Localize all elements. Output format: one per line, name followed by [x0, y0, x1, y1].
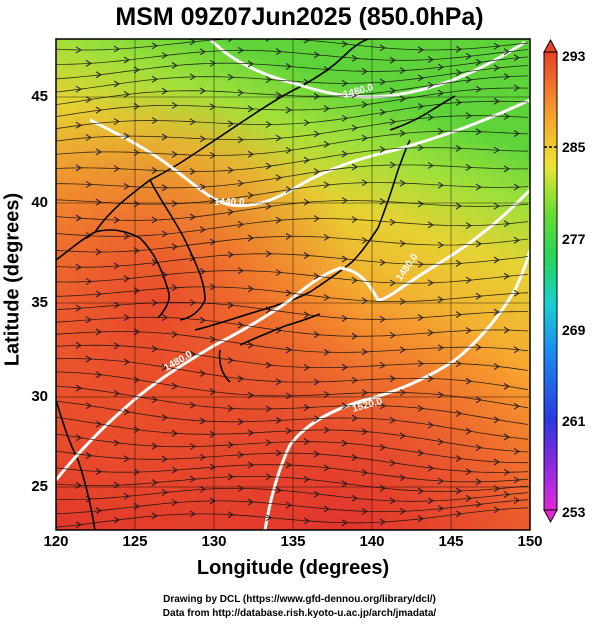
x-tick-label: 120	[43, 533, 69, 550]
x-tick-label: 125	[122, 533, 148, 550]
colorbar-tick-label: 285	[562, 139, 586, 155]
geopotential-contours	[56, 39, 530, 530]
colorbar-tick-label: 253	[562, 504, 586, 520]
colorbar-tick-label: 261	[562, 413, 586, 429]
coastlines	[56, 39, 456, 530]
colorbar-tick-label: 269	[562, 322, 586, 338]
y-tick-label: 35	[31, 294, 48, 311]
x-tick-label: 135	[280, 533, 306, 550]
x-tick-label: 140	[359, 533, 385, 550]
x-tick-label: 130	[201, 533, 227, 550]
y-axis-title: Latitude (degrees)	[1, 192, 24, 367]
credit-drawing: Drawing by DCL (https://www.gfd-dennou.o…	[163, 594, 436, 605]
x-tick-label: 145	[438, 533, 464, 550]
y-tick-label: 40	[31, 194, 48, 211]
x-axis-title: Longitude (degrees)	[196, 557, 390, 579]
colorbar-bottom-arrow	[543, 509, 558, 524]
y-tick-label: 25	[31, 478, 48, 495]
y-tick-label: 45	[31, 88, 48, 105]
credit-data: Data from http://database.rish.kyoto-u.a…	[162, 608, 437, 619]
colorbar	[543, 38, 558, 524]
contour-label-2: 1440.0	[214, 197, 245, 208]
grid-lines	[56, 39, 530, 530]
x-tick-label: 150	[517, 533, 543, 550]
plot-frame	[55, 38, 531, 531]
colorbar-tick-label: 277	[562, 231, 586, 247]
map-title: MSM 09Z07Jun2025 (850.0hPa)	[115, 3, 484, 31]
colorbar-top-arrow	[543, 38, 558, 53]
colorbar-tick-label: 293	[562, 48, 586, 64]
y-tick-label: 30	[31, 388, 48, 405]
